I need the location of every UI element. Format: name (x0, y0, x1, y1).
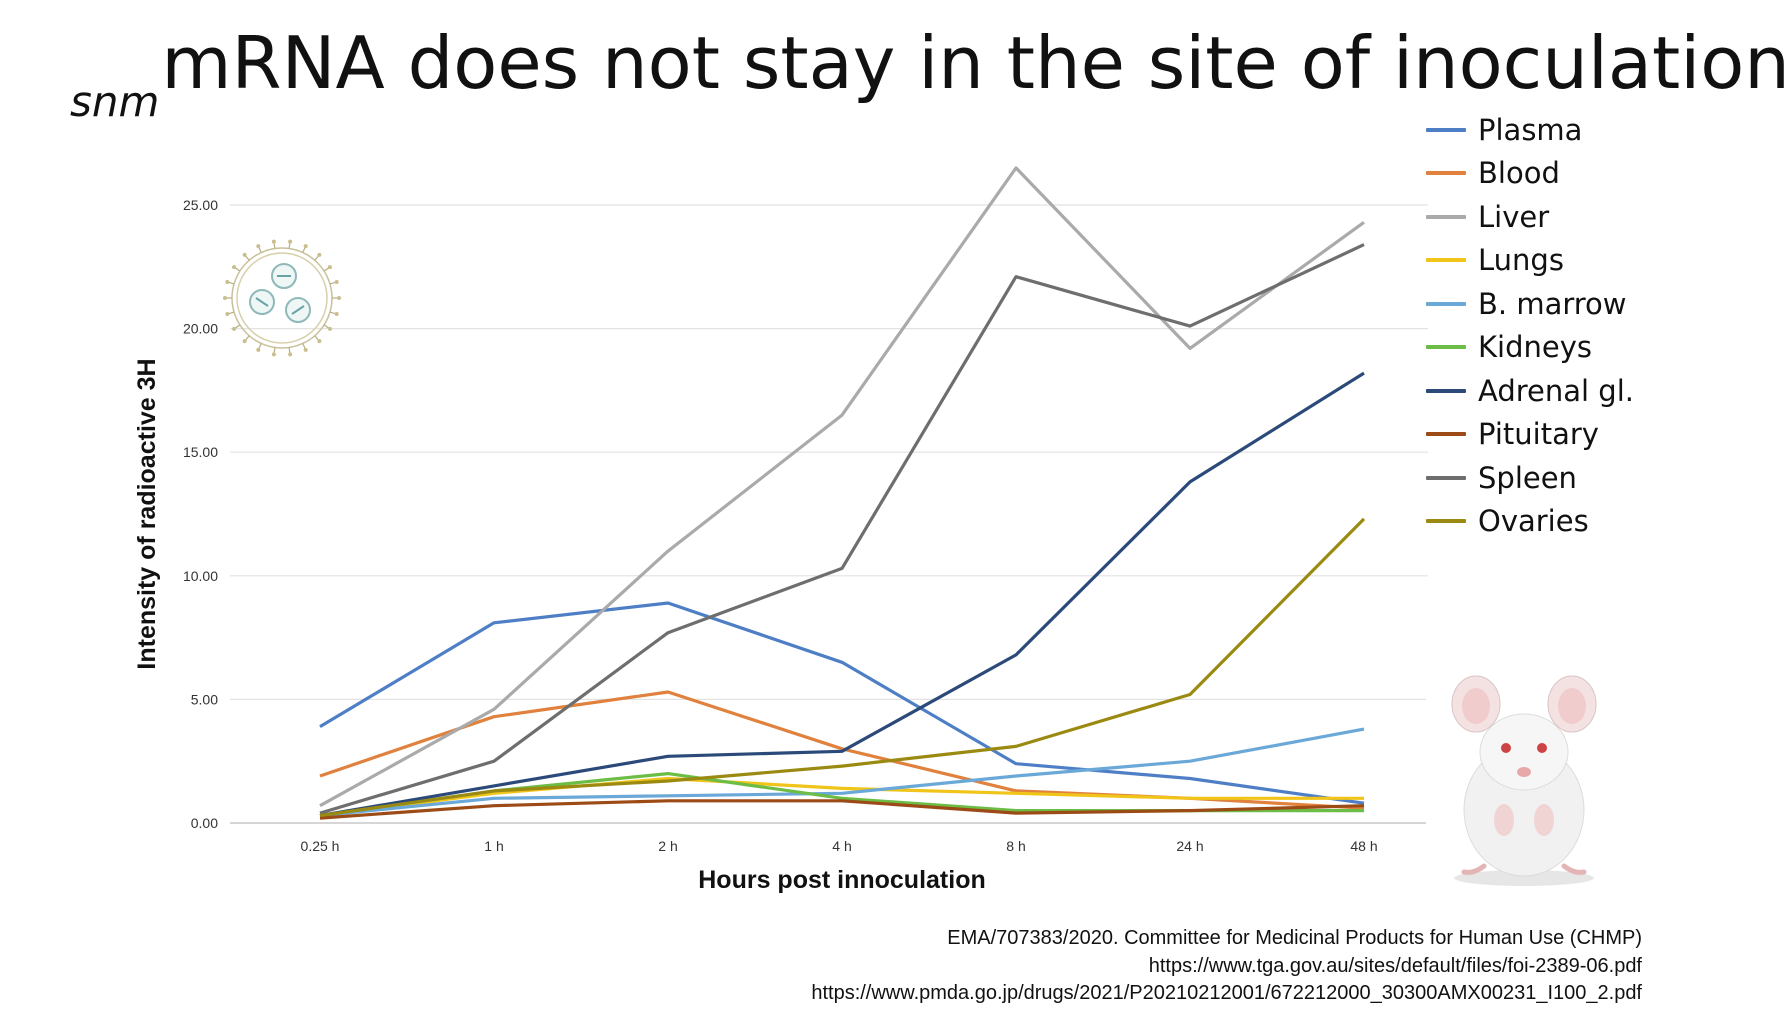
legend-swatch (1426, 258, 1466, 263)
slide-title: snmmRNA does not stay in the site of ino… (70, 18, 1790, 126)
legend-swatch (1426, 345, 1466, 350)
x-tick-label: 0.25 h (301, 838, 340, 854)
y-tick-label: 5.00 (191, 691, 218, 707)
legend-swatch (1426, 171, 1466, 176)
x-tick-label: 2 h (658, 838, 677, 854)
x-tick-label: 48 h (1350, 838, 1377, 854)
legend-label: Lungs (1478, 243, 1564, 278)
legend-item: Kidneys (1426, 326, 1634, 370)
legend-item: Adrenal gl. (1426, 369, 1634, 413)
references: EMA/707383/2020. Committee for Medicinal… (811, 925, 1642, 1008)
x-tick-label: 8 h (1006, 838, 1025, 854)
legend-swatch (1426, 388, 1466, 393)
series-line-pituitary (319, 799, 1365, 820)
title-main: mRNA does not stay in the site of inocul… (161, 21, 1790, 105)
legend-swatch (1426, 301, 1466, 306)
legend-label: Blood (1478, 156, 1560, 191)
legend-label: Pituitary (1478, 417, 1599, 452)
y-tick-label: 20.00 (183, 321, 218, 337)
legend-item: Lungs (1426, 239, 1634, 283)
legend-item: Pituitary (1426, 413, 1634, 457)
y-tick-label: 15.00 (183, 444, 218, 460)
legend-label: Plasma (1478, 112, 1583, 147)
series-lines (319, 166, 1366, 820)
x-tick-labels: 0.25 h 1 h 2 h 4 h 8 h 24 h 48 h (301, 838, 1378, 854)
series-line-ovaries (319, 517, 1366, 818)
legend-item: Blood (1426, 152, 1634, 196)
reference-line: https://www.tga.gov.au/sites/default/fil… (1148, 954, 1642, 977)
legend-label: Ovaries (1478, 504, 1589, 539)
legend-label: Spleen (1478, 460, 1577, 495)
legend-swatch (1426, 432, 1466, 437)
mouse-photo (1426, 660, 1622, 892)
series-line-b-marrow (319, 727, 1365, 818)
title-subscript: snm (70, 77, 160, 126)
x-tick-label: 24 h (1176, 838, 1203, 854)
y-tick-label: 25.00 (183, 197, 218, 213)
chart-legend: Plasma Blood Liver Lungs B. marrow Kidneys Adr… (1426, 108, 1634, 543)
legend-swatch (1426, 214, 1466, 219)
y-tick-label: 10.00 (183, 568, 218, 584)
legend-label: B. marrow (1478, 286, 1627, 321)
series-line-spleen (319, 243, 1365, 815)
reference-line: https://www.pmda.go.jp/drugs/2021/P20210… (811, 982, 1642, 1004)
legend-swatch (1426, 127, 1466, 132)
legend-label: Kidneys (1478, 330, 1592, 365)
x-tick-label: 4 h (832, 838, 851, 854)
legend-item: Ovaries (1426, 500, 1634, 544)
series-line-lungs (319, 776, 1364, 818)
y-tick-label: 0.00 (191, 815, 218, 831)
gridlines (230, 204, 1428, 824)
legend-item: Spleen (1426, 456, 1634, 500)
y-axis-label: Intensity of radioactive 3H (133, 358, 161, 669)
x-axis-label: Hours post innoculation (698, 866, 986, 894)
legend-item: Liver (1426, 195, 1634, 239)
x-tick-label: 1 h (484, 838, 503, 854)
y-tick-labels: 0.00 5.00 10.00 15.00 20.00 25.00 (183, 197, 218, 831)
legend-item: Plasma (1426, 108, 1634, 152)
legend-label: Adrenal gl. (1478, 373, 1634, 408)
legend-swatch (1426, 519, 1466, 524)
series-line-plasma (319, 601, 1365, 805)
legend-item: B. marrow (1426, 282, 1634, 326)
series-line-liver (319, 166, 1365, 808)
legend-swatch (1426, 475, 1466, 480)
reference-line: EMA/707383/2020. Committee for Medicinal… (947, 927, 1642, 949)
lipid-nanoparticle-icon (223, 239, 341, 357)
legend-label: Liver (1478, 199, 1550, 234)
series-line-adrenal-gl (319, 371, 1365, 818)
